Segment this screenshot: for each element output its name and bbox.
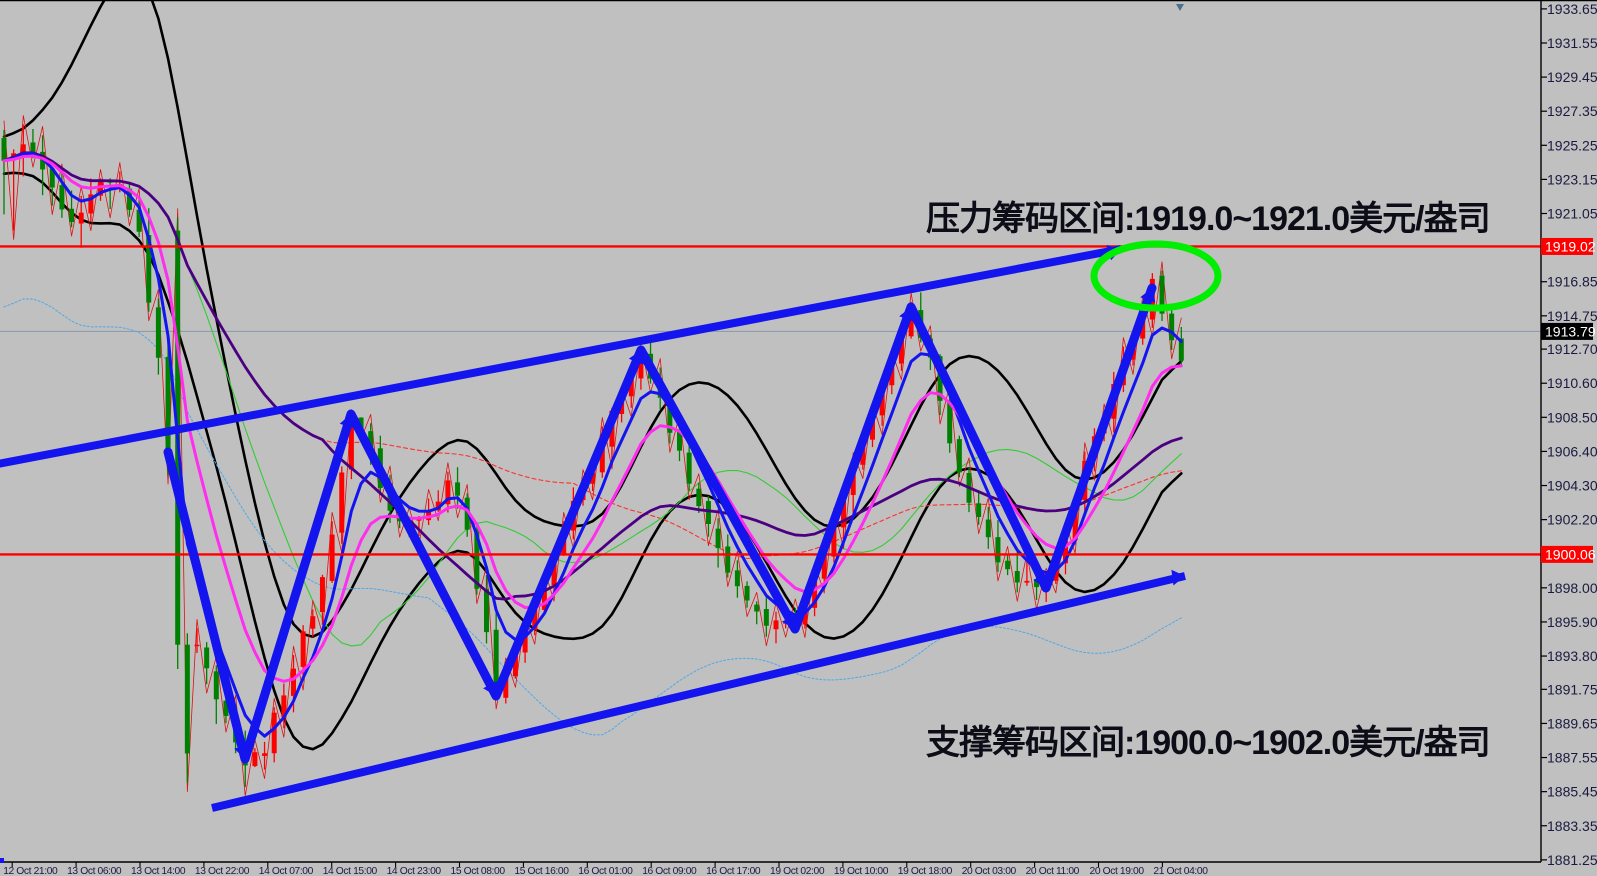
svg-text:1906.40: 1906.40: [1547, 443, 1597, 459]
svg-text:1908.50: 1908.50: [1547, 409, 1597, 425]
svg-text:1914.75: 1914.75: [1547, 308, 1597, 324]
svg-text:1904.30: 1904.30: [1547, 478, 1597, 494]
svg-text:15 Oct 08:00: 15 Oct 08:00: [451, 866, 506, 876]
svg-text:1885.45: 1885.45: [1547, 784, 1597, 800]
svg-text:19 Oct 18:00: 19 Oct 18:00: [898, 866, 953, 876]
svg-text:1902.20: 1902.20: [1547, 512, 1597, 528]
svg-text:12 Oct 21:00: 12 Oct 21:00: [3, 866, 58, 876]
svg-text:1891.75: 1891.75: [1547, 681, 1597, 697]
svg-text:1927.35: 1927.35: [1547, 103, 1597, 119]
svg-text:13 Oct 22:00: 13 Oct 22:00: [195, 866, 250, 876]
svg-text:1916.85: 1916.85: [1547, 274, 1597, 290]
svg-text:1921.05: 1921.05: [1547, 206, 1597, 222]
svg-text:1900.06: 1900.06: [1545, 546, 1596, 562]
svg-text:21 Oct 04:00: 21 Oct 04:00: [1153, 866, 1208, 876]
svg-text:1887.55: 1887.55: [1547, 750, 1597, 766]
svg-text:1893.80: 1893.80: [1547, 648, 1597, 664]
svg-text:14 Oct 23:00: 14 Oct 23:00: [387, 866, 442, 876]
svg-text:1913.79: 1913.79: [1545, 323, 1596, 339]
svg-text:20 Oct 19:00: 20 Oct 19:00: [1090, 866, 1145, 876]
svg-text:14 Oct 15:00: 14 Oct 15:00: [323, 866, 378, 876]
svg-text:支撑筹码区间:1900.0~1902.0美元/盎司: 支撑筹码区间:1900.0~1902.0美元/盎司: [926, 724, 1490, 762]
svg-text:16 Oct 09:00: 16 Oct 09:00: [642, 866, 697, 876]
svg-text:1898.00: 1898.00: [1547, 580, 1597, 596]
svg-text:13 Oct 14:00: 13 Oct 14:00: [131, 866, 186, 876]
svg-text:1910.60: 1910.60: [1547, 375, 1597, 391]
svg-text:19 Oct 10:00: 19 Oct 10:00: [834, 866, 889, 876]
svg-text:1881.25: 1881.25: [1547, 852, 1597, 868]
svg-text:1933.65: 1933.65: [1547, 1, 1597, 17]
svg-text:16 Oct 01:00: 16 Oct 01:00: [578, 866, 633, 876]
svg-text:20 Oct 03:00: 20 Oct 03:00: [962, 866, 1017, 876]
svg-text:1883.35: 1883.35: [1547, 818, 1597, 834]
svg-text:1919.02: 1919.02: [1545, 238, 1596, 254]
svg-text:13 Oct 06:00: 13 Oct 06:00: [67, 866, 122, 876]
svg-text:1912.70: 1912.70: [1547, 341, 1597, 357]
svg-text:16 Oct 17:00: 16 Oct 17:00: [706, 866, 761, 876]
svg-text:1931.55: 1931.55: [1547, 35, 1597, 51]
svg-text:1895.90: 1895.90: [1547, 614, 1597, 630]
svg-text:20 Oct 11:00: 20 Oct 11:00: [1026, 866, 1080, 876]
svg-text:1929.45: 1929.45: [1547, 69, 1597, 85]
svg-text:1923.15: 1923.15: [1547, 171, 1597, 187]
svg-text:14 Oct 07:00: 14 Oct 07:00: [259, 866, 314, 876]
svg-text:压力筹码区间:1919.0~1921.0美元/盎司: 压力筹码区间:1919.0~1921.0美元/盎司: [926, 200, 1490, 238]
svg-text:19 Oct 02:00: 19 Oct 02:00: [770, 866, 825, 876]
svg-text:1925.25: 1925.25: [1547, 137, 1597, 153]
svg-text:15 Oct 16:00: 15 Oct 16:00: [514, 866, 569, 876]
svg-text:1889.65: 1889.65: [1547, 715, 1597, 731]
